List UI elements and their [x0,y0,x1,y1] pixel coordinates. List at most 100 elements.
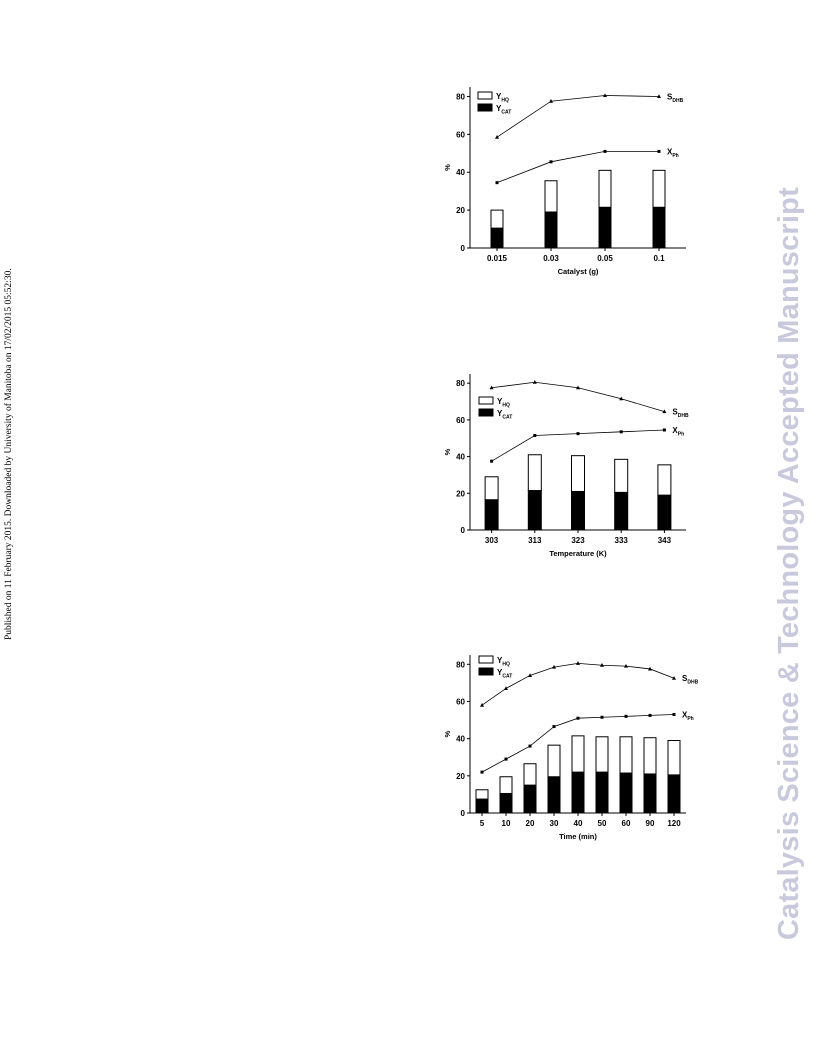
line-s-dhb [496,95,660,138]
x-axis-title: Catalyst (g) [558,267,599,276]
bar-y-hq [527,454,542,492]
bar-y-hq [475,789,489,800]
legend-label-y-hq: YHQ [496,92,509,104]
point-s-dhb [532,380,537,384]
y-tick-label: 80 [456,92,465,101]
y-axis-title: % [443,730,452,737]
legend-label-y-cat: YCAT [497,668,512,680]
legend-label-y-cat: YCAT [497,409,512,421]
legend-label-y-hq: YHQ [497,397,510,409]
series-label-s-dhb: SDHB [682,674,699,686]
bar-y-cat [547,776,561,814]
y-tick-label: 60 [456,416,465,425]
bar-y-hq [484,476,499,501]
bar-y-cat [499,792,513,814]
bar-y-hq [657,464,672,496]
x-tick-label: 0.03 [543,254,559,263]
point-x-ph [576,432,580,436]
bar-y-hq [619,736,633,774]
x-axis-title: Temperature (K) [549,549,607,558]
bar-y-hq [614,458,629,493]
x-tick-label: 313 [528,536,542,545]
x-tick-label: 0.05 [597,254,613,263]
y-tick-label: 0 [461,244,466,253]
y-tick-label: 80 [456,660,465,669]
bar-y-hq [643,737,657,775]
bar-y-cat [619,772,633,814]
point-x-ph [657,149,661,153]
point-x-ph [648,713,652,717]
x-tick-label: 10 [502,819,511,828]
point-x-ph [480,770,484,774]
series-label-x-ph: XPh [672,426,684,438]
y-tick-label: 60 [456,697,465,706]
point-x-ph [624,714,628,718]
legend-label-y-hq: YHQ [497,656,510,668]
point-s-dhb [619,396,624,401]
point-s-dhb [576,661,580,665]
x-tick-label: 90 [646,819,655,828]
y-tick-label: 80 [456,379,465,388]
x-tick-label: 30 [550,819,559,828]
x-tick-label: 60 [622,819,631,828]
point-s-dhb [495,134,499,139]
point-x-ph [619,430,623,434]
point-x-ph [504,757,508,761]
x-tick-label: 20 [526,819,535,828]
y-tick-label: 20 [456,772,465,781]
point-s-dhb [549,99,553,103]
y-axis-title: % [443,448,452,455]
point-x-ph [662,428,666,432]
series-label-s-dhb: SDHB [672,408,689,420]
legend-swatch-y-cat [478,408,494,417]
series-label-s-dhb: SDHB [667,92,684,104]
point-x-ph [603,149,607,153]
point-x-ph [552,725,556,729]
y-tick-label: 0 [461,526,466,535]
x-tick-label: 343 [658,536,672,545]
point-x-ph [549,160,553,164]
bar-y-hq [652,169,666,208]
x-tick-label: 5 [480,819,485,828]
x-tick-label: 323 [571,536,585,545]
legend-swatch-y-cat [477,103,493,112]
bar-y-cat [667,774,681,814]
point-x-ph [490,459,494,463]
bar-y-cat [571,771,585,814]
x-tick-label: 120 [667,819,681,828]
y-tick-label: 60 [456,130,465,139]
legend-swatch-y-cat [478,667,494,676]
line-s-dhb [481,662,675,706]
x-tick-label: 0.1 [653,254,665,263]
bar-y-hq [571,735,585,773]
point-x-ph [495,181,499,185]
x-tick-label: 333 [615,536,629,545]
bar-y-hq [667,740,681,776]
point-s-dhb [480,702,484,707]
bar-y-hq [547,744,561,778]
bar-y-hq [499,776,513,794]
y-tick-label: 20 [456,489,465,498]
point-s-dhb [657,94,661,98]
point-s-dhb [648,666,652,671]
y-tick-label: 20 [456,206,465,215]
point-s-dhb [552,664,556,669]
point-s-dhb [603,93,607,98]
point-x-ph [600,715,604,719]
point-s-dhb [662,409,667,414]
bar-y-cat [595,771,609,814]
bar-y-hq [595,736,609,773]
bar-y-hq [490,209,504,229]
point-s-dhb [504,686,508,690]
x-tick-label: 40 [574,819,583,828]
legend-swatch-y-hq [478,655,494,664]
point-x-ph [576,716,580,720]
bar-y-cat [643,773,657,814]
point-x-ph [672,712,676,716]
y-tick-label: 40 [456,453,465,462]
legend-swatch-y-hq [478,396,494,405]
point-x-ph [533,433,537,437]
